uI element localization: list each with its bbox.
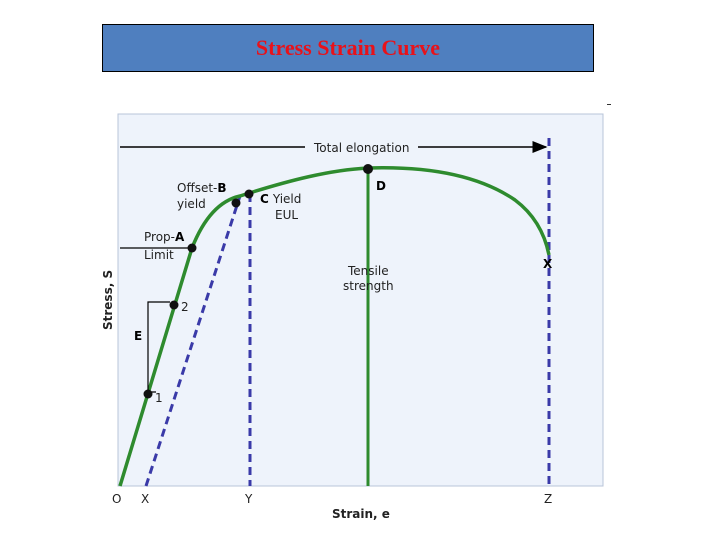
tick-z: Z bbox=[544, 492, 552, 506]
point-2-label: 2 bbox=[181, 300, 189, 314]
prop-label-text: Prop- bbox=[144, 230, 175, 244]
yield-letter: C bbox=[260, 192, 269, 206]
tensile-label: Tensile bbox=[347, 264, 389, 278]
yield-word: Yield bbox=[272, 192, 302, 206]
yield-label: C Yield bbox=[260, 192, 301, 206]
point-a bbox=[187, 243, 197, 253]
total-elongation-label: Total elongation bbox=[313, 141, 409, 155]
page-title: Stress Strain Curve bbox=[255, 35, 441, 60]
y-axis-label: Stress, S bbox=[101, 270, 115, 330]
prop-letter: A bbox=[175, 230, 185, 244]
offset-label: Offset-B bbox=[177, 181, 227, 195]
strength-label: strength bbox=[343, 279, 394, 293]
tick-y: Y bbox=[244, 492, 253, 506]
point-1-label: 1 bbox=[155, 391, 163, 405]
plot-area bbox=[117, 113, 604, 487]
e-label: E bbox=[134, 329, 142, 343]
offset-line bbox=[144, 195, 242, 487]
point-b bbox=[231, 198, 241, 208]
offset-label-text: Offset- bbox=[177, 181, 217, 195]
offset-letter: B bbox=[217, 181, 226, 195]
point-1 bbox=[143, 389, 153, 399]
prop-sub-label: Limit bbox=[144, 248, 174, 262]
tick-x: X bbox=[141, 492, 149, 506]
x-axis-label: Strain, e bbox=[332, 507, 390, 521]
eul-label: EUL bbox=[275, 208, 298, 222]
prop-label: Prop-A bbox=[144, 230, 185, 244]
tick-o: O bbox=[112, 492, 121, 506]
d-label: D bbox=[376, 179, 386, 193]
point-2 bbox=[169, 300, 179, 310]
divider-mark bbox=[607, 104, 611, 105]
point-d bbox=[363, 164, 373, 174]
point-c bbox=[244, 189, 254, 199]
offset-sub-label: yield bbox=[177, 197, 206, 211]
title-box: Stress Strain Curve bbox=[102, 24, 594, 72]
fracture-x-label: X bbox=[543, 257, 553, 271]
